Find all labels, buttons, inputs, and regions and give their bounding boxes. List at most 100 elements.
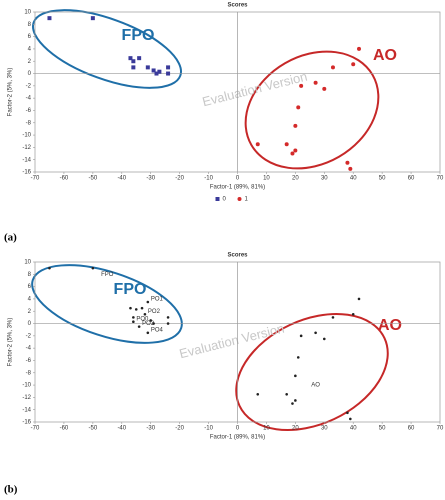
point (140, 306, 144, 310)
x-tick-label: -20 (175, 176, 184, 182)
annotation: FPO (101, 272, 114, 278)
point (313, 80, 318, 85)
y-tick-label: 4 (28, 47, 32, 53)
point-label: PO2 (148, 309, 161, 315)
y-tick-label: -2 (26, 83, 32, 89)
group-label: AO (378, 317, 402, 334)
point (166, 316, 170, 319)
x-tick-label: 20 (292, 176, 299, 182)
x-tick-label: 30 (321, 176, 328, 182)
point (349, 417, 352, 421)
point (296, 105, 301, 110)
x-tick-label: 10 (263, 426, 270, 432)
x-tick-label: 40 (350, 426, 357, 432)
legend-marker (237, 197, 242, 201)
x-tick-label: -70 (31, 176, 40, 182)
chart-title: Scores (227, 253, 248, 259)
y-tick-label: 6 (28, 34, 32, 40)
point (157, 69, 162, 74)
chart: Evaluation Version FPO AO (b) Scores-70-… (4, 253, 444, 496)
x-tick-label: -50 (89, 426, 98, 432)
point (134, 308, 138, 311)
y-tick-label: -16 (22, 420, 31, 426)
y-tick-label: -2 (26, 333, 32, 339)
y-tick-label: 0 (28, 71, 32, 77)
x-tick-label: -10 (204, 176, 213, 182)
y-tick-label: 8 (28, 22, 32, 28)
watermark: Evaluation Version (201, 69, 309, 110)
point (131, 65, 136, 70)
x-tick-label: 50 (379, 426, 386, 432)
point (331, 316, 335, 319)
legend-marker (215, 197, 220, 201)
point (137, 56, 142, 61)
x-tick-label: -40 (117, 426, 126, 432)
group-ellipse (244, 50, 380, 170)
y-tick-label: 10 (24, 260, 31, 266)
point (152, 322, 155, 325)
point (299, 83, 304, 88)
point (166, 322, 170, 325)
x-tick-label: -60 (60, 176, 69, 182)
point-label: PO3 (142, 321, 155, 327)
point (351, 313, 355, 316)
point (357, 297, 361, 301)
point (129, 306, 132, 310)
y-tick-label: -14 (22, 157, 31, 163)
legend-label: 1 (245, 197, 249, 203)
x-tick-label: 60 (408, 176, 415, 182)
y-tick-label: -10 (22, 383, 31, 389)
y-tick-label: -4 (26, 346, 32, 352)
point (357, 46, 361, 51)
y-tick-label: -4 (26, 96, 32, 102)
x-tick-label: 50 (379, 176, 386, 182)
x-tick-label: -40 (117, 176, 126, 182)
legend-label: 0 (223, 197, 227, 203)
point (284, 142, 289, 147)
group-ellipse (31, 9, 183, 89)
group-label: FPO (122, 27, 155, 44)
x-axis-label: Factor-1 (89%, 81%) (210, 185, 265, 191)
x-tick-label: 40 (350, 176, 357, 182)
x-tick-label: 0 (236, 426, 240, 432)
point (322, 86, 327, 91)
y-tick-label: 4 (28, 297, 32, 303)
point (128, 56, 133, 61)
point (290, 151, 295, 156)
point (143, 313, 147, 316)
point (166, 65, 171, 70)
x-tick-label: -20 (175, 426, 184, 432)
point (151, 68, 156, 73)
y-tick-label: -12 (22, 145, 31, 151)
x-tick-label: 30 (321, 426, 328, 432)
point (351, 62, 356, 67)
y-axis-label: Factor-2 (5%, 3%) (8, 318, 14, 367)
point (47, 16, 52, 21)
y-tick-label: 6 (28, 284, 32, 290)
point (146, 300, 150, 304)
group-ellipse (31, 264, 183, 344)
x-tick-label: 70 (437, 176, 444, 182)
point (346, 411, 349, 415)
point (294, 374, 297, 378)
point (299, 334, 303, 338)
point (149, 319, 153, 322)
point-label: PO4 (151, 327, 164, 333)
chart-title: Scores (227, 3, 248, 9)
x-axis-label: Factor-1 (89%, 81%) (210, 435, 265, 441)
point (145, 65, 150, 70)
annotation: AO (311, 383, 320, 389)
panel-label: (a) (4, 232, 17, 244)
point (48, 266, 51, 270)
x-tick-label: -10 (204, 426, 213, 432)
y-tick-label: -14 (22, 407, 31, 413)
x-tick-label: -50 (89, 176, 98, 182)
point (146, 331, 150, 335)
y-tick-label: 8 (28, 272, 32, 278)
y-tick-label: -8 (26, 120, 32, 126)
point (137, 325, 141, 328)
point (166, 71, 171, 76)
point (255, 142, 260, 147)
point (296, 356, 300, 359)
